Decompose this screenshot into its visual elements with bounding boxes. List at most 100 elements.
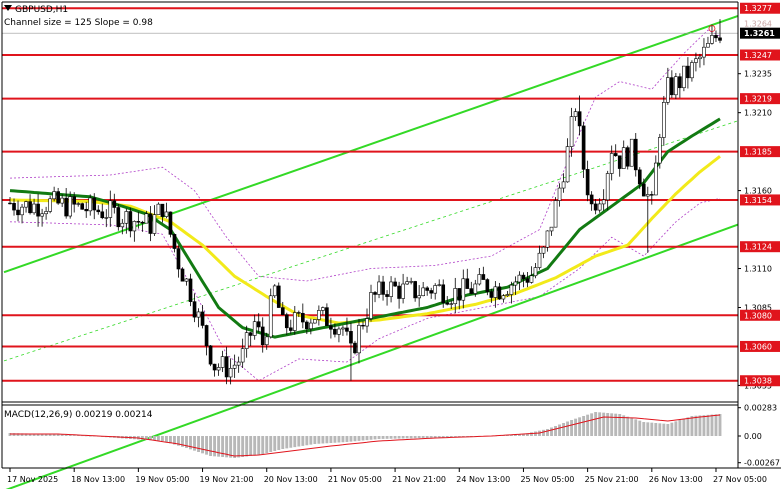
candle-body [373, 292, 377, 295]
macd-histogram-bar [221, 436, 225, 457]
level-label: 1.3247 [744, 51, 772, 60]
candle-body [248, 332, 253, 336]
macd-histogram-bar [68, 435, 72, 436]
level-label: 1.3219 [744, 95, 772, 104]
candle [68, 191, 72, 219]
candle [702, 38, 706, 66]
macd-histogram-bar [441, 436, 445, 438]
candle-body [168, 211, 173, 235]
macd-histogram-bar [164, 436, 168, 443]
candle [28, 194, 32, 215]
candle [152, 205, 157, 237]
candle [313, 319, 317, 324]
candle-body [120, 222, 125, 228]
candle-body [292, 312, 297, 331]
candle [341, 325, 345, 336]
candle-body [421, 287, 425, 297]
candle-body [321, 307, 325, 311]
candle-body [40, 213, 44, 217]
candle [517, 271, 522, 291]
candle-body [521, 274, 526, 280]
candle [349, 322, 353, 381]
macd-histogram-bar [265, 436, 269, 453]
candle-body [100, 211, 105, 219]
macd-histogram-bar [32, 433, 36, 436]
candle [385, 290, 389, 306]
candle-body [256, 321, 261, 328]
candle [573, 108, 578, 121]
candle [88, 194, 93, 216]
macd-histogram-bar [225, 436, 229, 458]
candle-body [593, 203, 598, 211]
candle-body [204, 325, 209, 347]
candle-body [437, 284, 442, 286]
candle [718, 19, 722, 44]
candle-body [381, 281, 385, 295]
candle [437, 279, 442, 287]
macd-histogram-bar [433, 436, 437, 438]
macd-histogram-bar [389, 436, 393, 439]
macd-histogram-bar [60, 434, 64, 436]
time-tick-label: 18 Nov 13:00 [71, 475, 125, 484]
macd-histogram-bar [526, 433, 529, 436]
macd-histogram-bar [152, 436, 156, 441]
macd-histogram-bar [682, 418, 686, 436]
candle [429, 287, 434, 299]
macd-histogram-bar [570, 420, 574, 436]
candle [192, 293, 197, 323]
candle-body [92, 197, 97, 211]
candle-body [417, 295, 421, 299]
candle-body [124, 211, 129, 224]
dropdown-arrow-icon[interactable] [4, 5, 12, 11]
macd-histogram-bar [562, 423, 566, 436]
candle-body [48, 198, 52, 212]
candle-body [413, 281, 417, 299]
candle [136, 211, 141, 229]
time-tick-label: 21 Nov 21:00 [392, 475, 446, 484]
macd-histogram-bar [393, 436, 397, 439]
candle-body [710, 35, 714, 44]
macd-histogram-bar [365, 436, 369, 441]
candle-body [537, 252, 542, 268]
candle [168, 211, 173, 238]
candle-body [228, 367, 233, 378]
candle [252, 314, 257, 340]
candle [694, 52, 698, 72]
candle [325, 303, 329, 327]
candle-body [561, 181, 566, 189]
candle-body [473, 283, 478, 294]
candle-body [272, 285, 277, 297]
candle-body [313, 319, 317, 324]
candle-body [136, 221, 141, 223]
candle [124, 208, 129, 234]
macd-histogram-bar [706, 414, 710, 436]
candle-body [288, 327, 293, 331]
macd-histogram-bar [530, 432, 533, 436]
candle [649, 191, 654, 205]
candle-body [36, 203, 40, 217]
candle-body [461, 278, 466, 301]
macd-histogram-bar [702, 415, 706, 436]
macd-histogram-bar [72, 435, 76, 436]
price-tick-label: 1.3160 [744, 187, 772, 196]
candle-body [633, 138, 638, 171]
level-badge [740, 375, 780, 387]
macd-histogram-bar [666, 424, 670, 436]
candle [52, 186, 56, 202]
macd-histogram-bar [20, 433, 24, 436]
candle [305, 320, 309, 335]
candle [112, 193, 117, 214]
candle-body [8, 202, 12, 205]
candle [345, 317, 349, 336]
level-badge [740, 146, 780, 158]
candle-body [140, 221, 145, 224]
candle [541, 246, 546, 259]
envelope-upper-line [9, 29, 721, 282]
candle [525, 272, 530, 288]
candle-body [32, 203, 36, 214]
candle [597, 198, 602, 213]
candle [513, 276, 518, 295]
candle-body [706, 43, 710, 48]
macd-histogram-bar [28, 433, 32, 436]
